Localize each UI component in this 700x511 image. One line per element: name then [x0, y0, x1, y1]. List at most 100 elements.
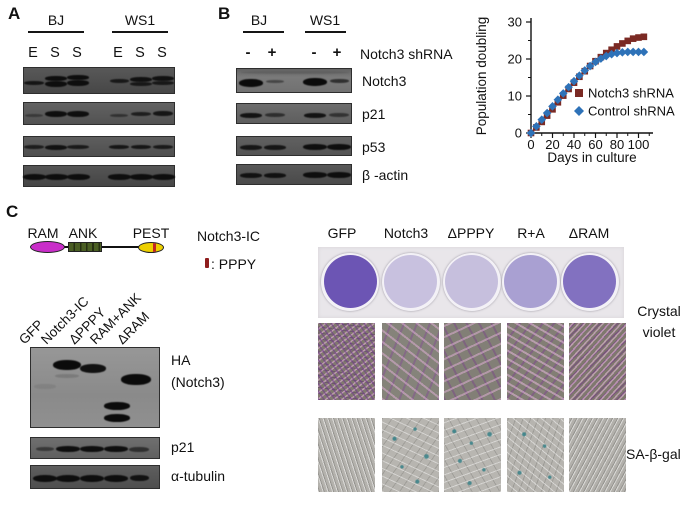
- blot-band: [329, 79, 349, 83]
- blot-band: [264, 172, 286, 178]
- dish-ΔPPPY: [445, 255, 498, 308]
- svg-text:60: 60: [588, 137, 602, 152]
- blot-band: [304, 112, 326, 118]
- blot-band: [80, 446, 104, 452]
- micrograph-sa-b-gal-ΔPPPY: [443, 418, 501, 492]
- blot-band: [24, 81, 44, 85]
- domain-label-ank: ANK: [68, 225, 98, 241]
- panel-b-condition-minus: -: [311, 44, 317, 61]
- blot-band: [129, 475, 149, 481]
- panel-b-condition-label: Notch3 shRNA: [360, 46, 453, 62]
- blot-band: [129, 174, 153, 180]
- blot-band: [303, 78, 327, 86]
- micrograph-crystal-violet-GFP: [318, 323, 375, 400]
- svg-text:Notch3 shRNA: Notch3 shRNA: [588, 86, 674, 101]
- micrograph-crystal-violet-ΔRAM: [568, 323, 626, 400]
- blot-band: [109, 79, 129, 83]
- assay-label-violet: violet: [642, 324, 676, 340]
- blot-a-row1: [23, 67, 175, 94]
- dish-Notch3: [384, 255, 437, 308]
- svg-text:10: 10: [508, 89, 522, 104]
- panel-c-blot-label-ha: HA: [171, 352, 191, 368]
- blot-band: [53, 360, 81, 370]
- panel-a-ws1-underline: [112, 31, 168, 33]
- micrograph-sa-b-gal-GFP: [318, 418, 375, 492]
- blot-band: [131, 112, 151, 116]
- blot-a-row3: [23, 136, 175, 157]
- blot-band: [240, 172, 262, 178]
- dish-GFP: [323, 255, 377, 308]
- chart-svg: 0 10 20 30 0 20 40 60 80 100 Population doubling Da…: [475, 15, 675, 166]
- blot-band: [327, 172, 351, 178]
- blot-band: [266, 79, 284, 83]
- domain-label-ram: RAM: [27, 225, 59, 241]
- svg-text:20: 20: [545, 137, 559, 152]
- panel-a-group-bj: BJ: [47, 12, 65, 28]
- svg-text:0: 0: [515, 126, 522, 141]
- ram-domain-shape: [30, 241, 65, 253]
- blot-band: [153, 110, 173, 116]
- dish-header-ra: R+A: [517, 225, 545, 241]
- panel-a-lane-label: S: [50, 45, 60, 61]
- blot-b-actin: [236, 164, 352, 185]
- blot-band: [104, 414, 130, 422]
- dish-header-notch3: Notch3: [383, 225, 429, 241]
- panel-c-blot-label-p21: p21: [171, 439, 195, 455]
- panel-b-condition-plus: +: [267, 44, 277, 61]
- blot-band: [153, 145, 173, 149]
- blot-c-ha: [30, 347, 160, 428]
- blot-band: [45, 144, 67, 150]
- pest-domain-shape: [138, 241, 164, 253]
- ank-domain-shape: [68, 242, 102, 252]
- blot-band: [130, 82, 152, 86]
- pppy-motif-stripe: [153, 242, 156, 252]
- blot-band: [239, 79, 263, 87]
- panel-a-lane-label: S: [135, 45, 145, 61]
- blot-band: [55, 374, 79, 378]
- svg-text:Control shRNA: Control shRNA: [588, 104, 675, 119]
- blot-band: [80, 363, 106, 373]
- svg-text:Days in culture: Days in culture: [547, 150, 636, 165]
- blot-band: [45, 81, 67, 87]
- micrograph-sa-b-gal-ΔRAM: [568, 418, 626, 492]
- blot-band: [152, 81, 174, 85]
- panel-b-group-ws1: WS1: [309, 12, 341, 28]
- panel-a-letter: A: [8, 4, 21, 23]
- panel-b-blot-label-notch3: Notch3: [362, 73, 407, 89]
- blot-a-row2: [23, 102, 175, 125]
- blot-band: [56, 446, 80, 452]
- svg-text:Population doubling: Population doubling: [475, 17, 489, 136]
- blot-a-row4: [22, 165, 175, 187]
- blot-band: [240, 144, 262, 150]
- blot-band: [329, 113, 349, 117]
- panel-a-bj-underline: [28, 31, 84, 33]
- panel-c-blot-label-tubulin: α-tubulin: [171, 468, 226, 484]
- svg-text:30: 30: [508, 15, 522, 30]
- panel-c-letter: C: [6, 202, 19, 221]
- dish-header-gfp: GFP: [327, 225, 357, 241]
- blot-band: [56, 474, 80, 482]
- blot-band: [24, 145, 44, 149]
- blot-band: [25, 113, 43, 117]
- blot-band: [67, 111, 89, 117]
- micrograph-sa-b-gal-R+A: [506, 418, 564, 492]
- blot-band: [131, 145, 151, 149]
- panel-b-bj-underline: [243, 31, 284, 33]
- blot-c-tubulin: [30, 465, 160, 489]
- blot-band: [67, 74, 89, 80]
- svg-text:0: 0: [527, 137, 534, 152]
- blot-band: [129, 446, 149, 452]
- svg-text:100: 100: [628, 137, 650, 152]
- blot-band: [109, 145, 129, 149]
- svg-text:80: 80: [610, 137, 624, 152]
- panel-b-group-bj: BJ: [250, 12, 268, 28]
- blot-c-p21: [30, 437, 160, 459]
- panel-a-group-ws1: WS1: [124, 12, 156, 28]
- panel-c-blot-label-notch3: (Notch3): [171, 374, 225, 390]
- svg-text:20: 20: [508, 52, 522, 67]
- assay-label-sa-b-gal: SA-β-gal: [626, 446, 681, 462]
- micrograph-crystal-violet-Notch3: [381, 323, 439, 400]
- dish-header-dpppy: ΔPPPY: [447, 225, 495, 241]
- blot-band: [327, 144, 351, 150]
- blot-b-p53: [236, 136, 352, 156]
